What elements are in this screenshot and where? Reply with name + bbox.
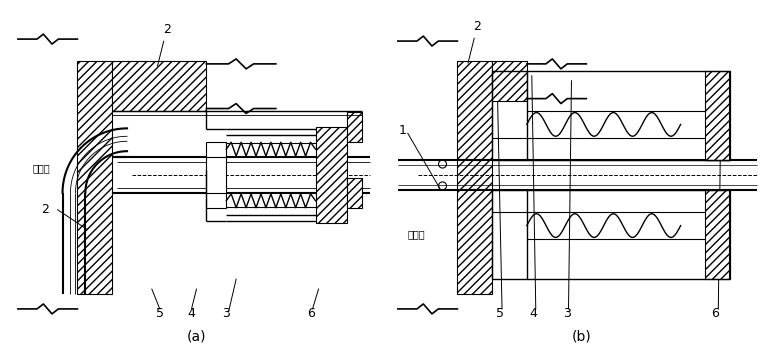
Text: (b): (b) [571, 330, 591, 344]
Text: 4: 4 [530, 307, 538, 320]
Text: 6: 6 [711, 307, 720, 320]
Bar [347, 178, 362, 208]
Text: 6: 6 [307, 307, 314, 320]
Bar [706, 190, 730, 279]
Bar [492, 61, 526, 100]
Text: (a): (a) [187, 330, 206, 344]
Bar [706, 71, 730, 160]
Bar [207, 142, 227, 208]
Text: 2: 2 [40, 203, 49, 216]
Bar [457, 61, 492, 294]
Text: 2: 2 [157, 23, 171, 66]
Text: 1: 1 [399, 124, 407, 137]
Text: 2: 2 [468, 20, 481, 63]
Text: 炉体内: 炉体内 [407, 230, 426, 239]
Text: 炉体内: 炉体内 [33, 163, 50, 173]
Text: 3: 3 [222, 307, 230, 320]
Bar [316, 127, 347, 223]
Text: 5: 5 [496, 307, 504, 320]
Text: 5: 5 [156, 307, 164, 320]
Bar [347, 112, 362, 142]
Bar [77, 61, 112, 294]
Text: 4: 4 [188, 307, 195, 320]
Text: 3: 3 [562, 307, 571, 320]
Bar [112, 61, 207, 111]
